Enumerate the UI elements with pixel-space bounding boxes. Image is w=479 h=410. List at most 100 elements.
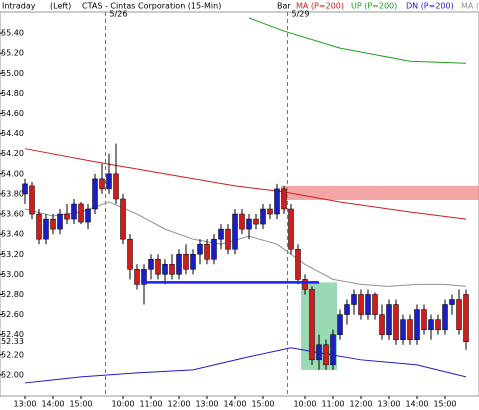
y-tick-label: 53.40 xyxy=(1,230,24,239)
x-tick-label: 11:00 xyxy=(321,400,344,409)
candle-body xyxy=(407,319,413,340)
candle-body xyxy=(29,185,35,215)
candle-body xyxy=(176,254,182,275)
candle-body xyxy=(302,279,308,290)
header-bar: Bar xyxy=(277,2,291,11)
candle-body xyxy=(379,314,385,335)
candle-body xyxy=(351,294,357,305)
candle-body xyxy=(246,218,252,230)
candle-body xyxy=(267,208,273,215)
y-tick-label: 54.20 xyxy=(1,149,24,158)
legend-entry: MA (P=200) xyxy=(296,2,344,11)
candle-body xyxy=(211,238,217,260)
candle-body xyxy=(36,213,42,240)
line-series xyxy=(24,347,467,384)
y-tick-label: 52.20 xyxy=(1,350,24,359)
candle-body xyxy=(365,294,371,315)
candle-body xyxy=(260,208,266,225)
candle-body xyxy=(92,178,98,210)
x-tick-label: 14:00 xyxy=(405,400,428,409)
candle-body xyxy=(71,203,77,220)
line-series xyxy=(248,17,467,64)
y-tick-label: 55.40 xyxy=(1,29,24,38)
candle-body xyxy=(204,243,210,260)
x-tick-label: 13:00 xyxy=(377,400,400,409)
x-tick-label: 12:00 xyxy=(167,400,190,409)
candle-body xyxy=(386,304,392,335)
candle-body xyxy=(330,334,336,366)
candle-body xyxy=(134,269,140,285)
candle-body xyxy=(449,299,455,305)
header-axis: (Left) xyxy=(50,2,71,11)
candle-body xyxy=(232,213,238,250)
candle-body xyxy=(428,319,434,330)
candle-body xyxy=(127,238,133,270)
candle-body xyxy=(358,294,364,315)
candle-body xyxy=(456,299,462,330)
candle-body xyxy=(344,304,350,315)
line-series xyxy=(24,148,467,220)
candle-body xyxy=(141,269,147,285)
candle-body xyxy=(323,344,329,366)
candle-body xyxy=(155,259,161,275)
x-tick-label: 14:00 xyxy=(223,400,246,409)
candle-body xyxy=(85,208,91,223)
candle-body xyxy=(99,178,105,190)
header-symbol: CTAS - Cintas Corporation (15-Min) xyxy=(82,2,221,11)
candle-body xyxy=(218,228,224,240)
y-tick-label: 54.40 xyxy=(1,129,24,138)
y-tick-label: 55.00 xyxy=(1,69,24,78)
x-tick-label: 10:00 xyxy=(293,400,316,409)
candle-body xyxy=(372,294,378,315)
candle-body xyxy=(148,259,154,270)
candle-body xyxy=(120,198,126,240)
y-tick-label: 53.00 xyxy=(1,270,24,279)
x-tick-label: 11:00 xyxy=(139,400,162,409)
y-tick-label: 52.00 xyxy=(1,370,24,379)
y-tick-label: 52.40 xyxy=(1,330,24,339)
header-mode: Intraday xyxy=(2,2,36,11)
y-tick-label: 54.60 xyxy=(1,109,24,118)
date-label: 5/29 xyxy=(292,10,310,19)
y-tick-label: 52.80 xyxy=(1,290,24,299)
resistance-zone xyxy=(281,185,479,200)
legend-entry: DN (P=200) xyxy=(406,2,454,11)
candle-body xyxy=(421,309,427,330)
candle-body xyxy=(225,228,231,250)
last-price-label: 52.33 xyxy=(1,337,24,346)
legend-entry: UP (P=200) xyxy=(351,2,397,11)
candle-body xyxy=(393,304,399,340)
y-tick-label: 55.20 xyxy=(1,49,24,58)
candle-body xyxy=(183,254,189,270)
candle-body xyxy=(78,203,84,223)
y-tick-label: 53.20 xyxy=(1,250,24,259)
x-tick-label: 15:00 xyxy=(69,400,92,409)
candle-body xyxy=(253,218,259,225)
candle-body xyxy=(22,183,28,195)
x-tick-label: 14:00 xyxy=(41,400,64,409)
x-tick-label: 15:00 xyxy=(251,400,274,409)
y-tick-label: 52.60 xyxy=(1,310,24,319)
y-tick-label: 54.80 xyxy=(1,89,24,98)
x-tick-label: 13:00 xyxy=(13,400,36,409)
candle-body xyxy=(400,319,406,340)
y-tick-label: 53.80 xyxy=(1,189,24,198)
candle-body xyxy=(281,188,287,210)
legend-entry: MA ( xyxy=(461,2,479,11)
candle-body xyxy=(463,294,469,342)
candle-body xyxy=(316,344,322,361)
candle-body xyxy=(106,173,112,190)
candle-body xyxy=(43,218,49,240)
candle-body xyxy=(239,213,245,230)
y-tick-label: 53.60 xyxy=(1,210,24,219)
candle-body xyxy=(162,264,168,275)
x-tick-label: 10:00 xyxy=(111,400,134,409)
candle-body xyxy=(64,213,70,220)
y-tick-label: 54.00 xyxy=(1,169,24,178)
x-tick-label: 15:00 xyxy=(433,400,456,409)
candle-body xyxy=(435,319,441,330)
candle-body xyxy=(50,218,56,230)
x-tick-label: 12:00 xyxy=(349,400,372,409)
candle-body xyxy=(295,248,301,280)
candle-body xyxy=(169,264,175,275)
